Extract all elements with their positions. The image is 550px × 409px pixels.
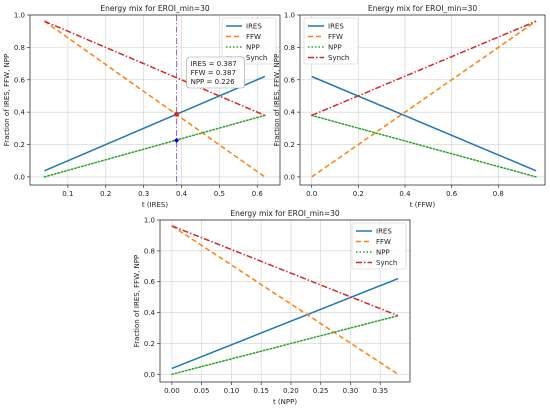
legend-label-npp: NPP [246,44,260,52]
y-tick-label: 1.0 [144,217,155,225]
y-tick-label: 0.6 [14,76,26,84]
y-tick-label: 0.4 [144,309,156,317]
chart-title: Energy mix for EROI_min=30 [100,4,210,13]
x-axis-label: t (FFW) [410,201,436,209]
intersection-marker [174,111,179,117]
axes-frame [29,14,281,186]
legend: IRES FFW NPP Synch [221,17,277,65]
x-tick-label: 0.0 [306,190,317,198]
legend-label-npp: NPP [328,44,342,52]
legend-box [221,17,277,65]
x-tick-label: 0.4 [176,190,188,198]
legend-label-ires: IRES [246,23,262,31]
x-tick-label: 0.3 [138,190,149,198]
legend-label-ffw: FFW [246,33,261,41]
x-tick-label: 0.25 [313,387,329,395]
x-tick-label: 0.6 [252,190,264,198]
y-tick-label: 0.6 [284,76,296,84]
x-tick-label: 0.4 [399,190,411,198]
y-tick-label: 0.4 [14,109,26,117]
x-tick-label: 0.6 [446,190,458,198]
x-tick-label: 0.10 [224,387,240,395]
series-line-npp [310,114,537,178]
annotation-background [186,56,245,89]
series-line-ffw [43,20,266,178]
series-line-synch [44,20,266,117]
legend-label-synch: Synch [246,54,267,62]
y-tick-label: 0.0 [284,173,295,181]
legend-label-ires: IRES [376,228,392,236]
y-tick-label: 0.8 [14,44,25,52]
y-tick-label: 0.0 [144,371,155,379]
axes-frame [299,14,546,186]
legend-box [303,17,359,65]
x-tick-label: 0.00 [164,387,180,395]
y-axis-label: Fraction of IRES, FFW, NPP [273,54,281,147]
series-line-npp [43,114,266,178]
legend-label-npp: NPP [376,249,390,257]
annotation-line: IRES = 0.387 [191,60,237,68]
legend-label-ffw: FFW [328,33,343,41]
y-axis-label: Fraction of IRES, FFW, NPP [133,255,141,348]
x-tick-label: 0.05 [194,387,210,395]
y-tick-label: 0.8 [144,247,155,255]
y-tick-label: 0.2 [284,141,295,149]
x-tick-label: 0.1 [62,190,73,198]
x-tick-label: 0.20 [283,387,299,395]
y-tick-label: 1.0 [284,12,295,20]
legend-label-synch: Synch [376,259,397,267]
y-tick-label: 0.2 [14,141,25,149]
chart-title: Energy mix for EROI_min=30 [230,209,340,218]
annotation-line: NPP = 0.226 [191,78,236,86]
series-line-npp [171,314,399,376]
series-line-ires [311,75,537,172]
x-tick-label: 0.35 [372,387,388,395]
y-tick-label: 0.4 [284,109,296,117]
series-line-ires [44,75,266,172]
x-axis-label: t (IRES) [142,201,168,209]
legend: IRES FFW NPP Synch [351,222,407,270]
y-tick-label: 1.0 [14,12,25,20]
legend-box [351,222,407,270]
x-tick-label: 0.5 [214,190,225,198]
legend-label-synch: Synch [328,54,349,62]
chart-panel-1: 0.1 0.2 0.3 0.4 0.5 0.6 0.0 0.2 0.4 0.6 0.8 1.0 Ener… [3,4,281,209]
legend-label-ffw: FFW [376,238,391,246]
series-line-ffw [171,225,399,375]
series-line-ires [171,277,399,370]
series-line-ffw [311,20,537,178]
annotation-line: FFW = 0.387 [191,69,236,77]
x-tick-label: 0.2 [353,190,364,198]
chart-panel-2: 0.0 0.2 0.4 0.6 0.8 0.0 0.2 0.4 0.6 0.8 1.0 Energy … [273,4,546,209]
y-tick-label: 0.6 [144,278,156,286]
y-tick-label: 0.8 [284,44,295,52]
legend: IRES FFW NPP Synch [303,17,359,65]
y-tick-label: 0.2 [144,340,155,348]
x-tick-label: 0.2 [100,190,111,198]
npp-marker [173,137,180,143]
y-axis-label: Fraction of IRES, FFW, NPP [3,54,11,147]
y-tick-label: 0.0 [14,173,25,181]
x-axis-label: t (NPP) [273,398,297,406]
axes-frame [159,219,411,383]
x-tick-label: 0.15 [253,387,269,395]
chart-panel-3: 0.00 0.05 0.10 0.15 0.20 0.25 0.30 0.35 0.0 0.2 0.… [133,209,411,406]
chart-title: Energy mix for EROI_min=30 [368,4,478,13]
x-tick-label: 0.30 [343,387,359,395]
legend-label-ires: IRES [328,23,344,31]
x-tick-label: 0.8 [493,190,504,198]
